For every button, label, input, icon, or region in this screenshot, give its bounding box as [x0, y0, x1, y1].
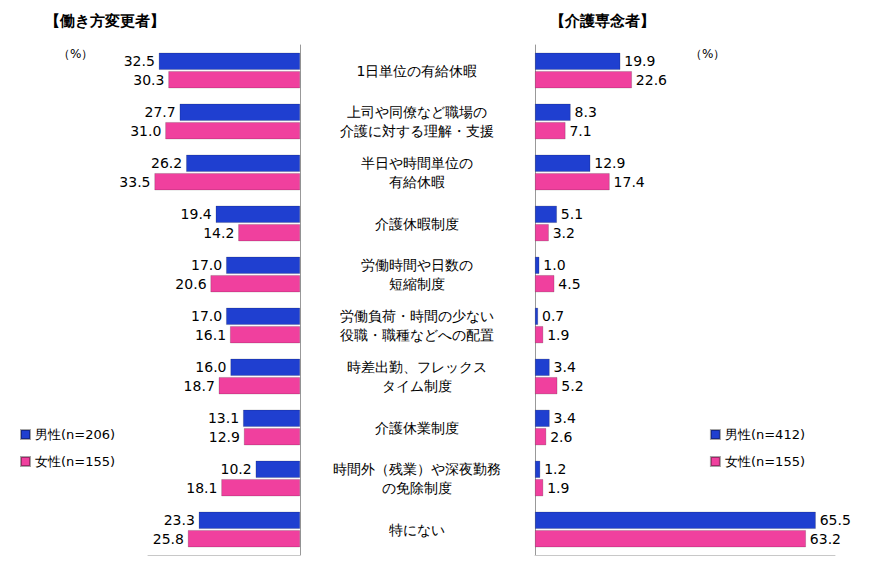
svg-text:タイム制度: タイム制度 [382, 378, 452, 394]
svg-text:16.1: 16.1 [195, 327, 226, 343]
svg-text:12.9: 12.9 [209, 429, 240, 445]
svg-text:役職・職種などへの配置: 役職・職種などへの配置 [340, 327, 494, 343]
svg-text:5.2: 5.2 [561, 378, 583, 394]
svg-text:【介護専念者】: 【介護専念者】 [550, 12, 655, 30]
svg-text:31.0: 31.0 [130, 123, 161, 139]
svg-text:30.3: 30.3 [133, 72, 164, 88]
svg-text:16.0: 16.0 [195, 359, 226, 375]
svg-text:3.2: 3.2 [553, 225, 575, 241]
svg-text:63.2: 63.2 [810, 531, 841, 547]
svg-text:18.7: 18.7 [184, 378, 215, 394]
svg-text:介護休業制度: 介護休業制度 [375, 420, 459, 436]
svg-text:時差出勤、フレックス: 時差出勤、フレックス [347, 359, 487, 375]
svg-text:労働負荷・時間の少ない: 労働負荷・時間の少ない [340, 308, 494, 324]
svg-text:4.5: 4.5 [558, 276, 580, 292]
svg-text:労働時間や日数の: 労働時間や日数の [361, 257, 473, 273]
svg-text:（%）: （%） [690, 47, 725, 61]
svg-text:特にない: 特にない [389, 522, 445, 538]
svg-text:【働き方変更者】: 【働き方変更者】 [45, 12, 165, 30]
svg-text:介護休暇制度: 介護休暇制度 [375, 216, 459, 232]
svg-text:25.8: 25.8 [153, 531, 184, 547]
svg-text:男性(n=412): 男性(n=412) [725, 427, 805, 442]
svg-text:3.4: 3.4 [554, 410, 576, 426]
svg-text:有給休暇: 有給休暇 [389, 174, 445, 190]
svg-text:26.2: 26.2 [151, 155, 182, 171]
svg-text:短縮制度: 短縮制度 [389, 276, 445, 292]
svg-text:17.0: 17.0 [191, 308, 222, 324]
svg-text:8.3: 8.3 [575, 104, 597, 120]
svg-text:1.0: 1.0 [543, 257, 565, 273]
svg-text:19.9: 19.9 [624, 53, 655, 69]
svg-text:女性(n=155): 女性(n=155) [725, 454, 805, 469]
svg-text:半日や時間単位の: 半日や時間単位の [361, 155, 473, 171]
svg-text:2.6: 2.6 [550, 429, 572, 445]
svg-text:介護に対する理解・支援: 介護に対する理解・支援 [340, 123, 494, 139]
svg-text:65.5: 65.5 [820, 512, 851, 528]
svg-text:女性(n=155): 女性(n=155) [35, 454, 115, 469]
svg-text:19.4: 19.4 [181, 206, 212, 222]
svg-text:の免除制度: の免除制度 [382, 480, 452, 496]
svg-text:23.3: 23.3 [164, 512, 195, 528]
svg-text:32.5: 32.5 [124, 53, 155, 69]
svg-text:17.4: 17.4 [614, 174, 645, 190]
svg-text:17.0: 17.0 [191, 257, 222, 273]
svg-text:5.1: 5.1 [561, 206, 583, 222]
svg-text:男性(n=206): 男性(n=206) [35, 427, 115, 442]
svg-text:27.7: 27.7 [145, 104, 176, 120]
svg-text:（%）: （%） [58, 47, 93, 61]
svg-text:1.9: 1.9 [547, 327, 569, 343]
svg-text:1.9: 1.9 [547, 480, 569, 496]
svg-text:20.6: 20.6 [175, 276, 206, 292]
svg-text:時間外（残業）や深夜勤務: 時間外（残業）や深夜勤務 [333, 461, 501, 477]
svg-text:上司や同僚など職場の: 上司や同僚など職場の [347, 104, 487, 120]
svg-text:0.7: 0.7 [542, 308, 564, 324]
svg-text:18.1: 18.1 [186, 480, 217, 496]
svg-text:7.1: 7.1 [569, 123, 591, 139]
svg-text:10.2: 10.2 [221, 461, 252, 477]
svg-text:33.5: 33.5 [119, 174, 150, 190]
svg-text:12.9: 12.9 [594, 155, 625, 171]
svg-text:1日単位の有給休暇: 1日単位の有給休暇 [357, 63, 478, 79]
svg-text:13.1: 13.1 [208, 410, 239, 426]
svg-text:14.2: 14.2 [203, 225, 234, 241]
svg-text:22.6: 22.6 [636, 72, 667, 88]
svg-text:1.2: 1.2 [544, 461, 566, 477]
svg-text:3.4: 3.4 [554, 359, 576, 375]
